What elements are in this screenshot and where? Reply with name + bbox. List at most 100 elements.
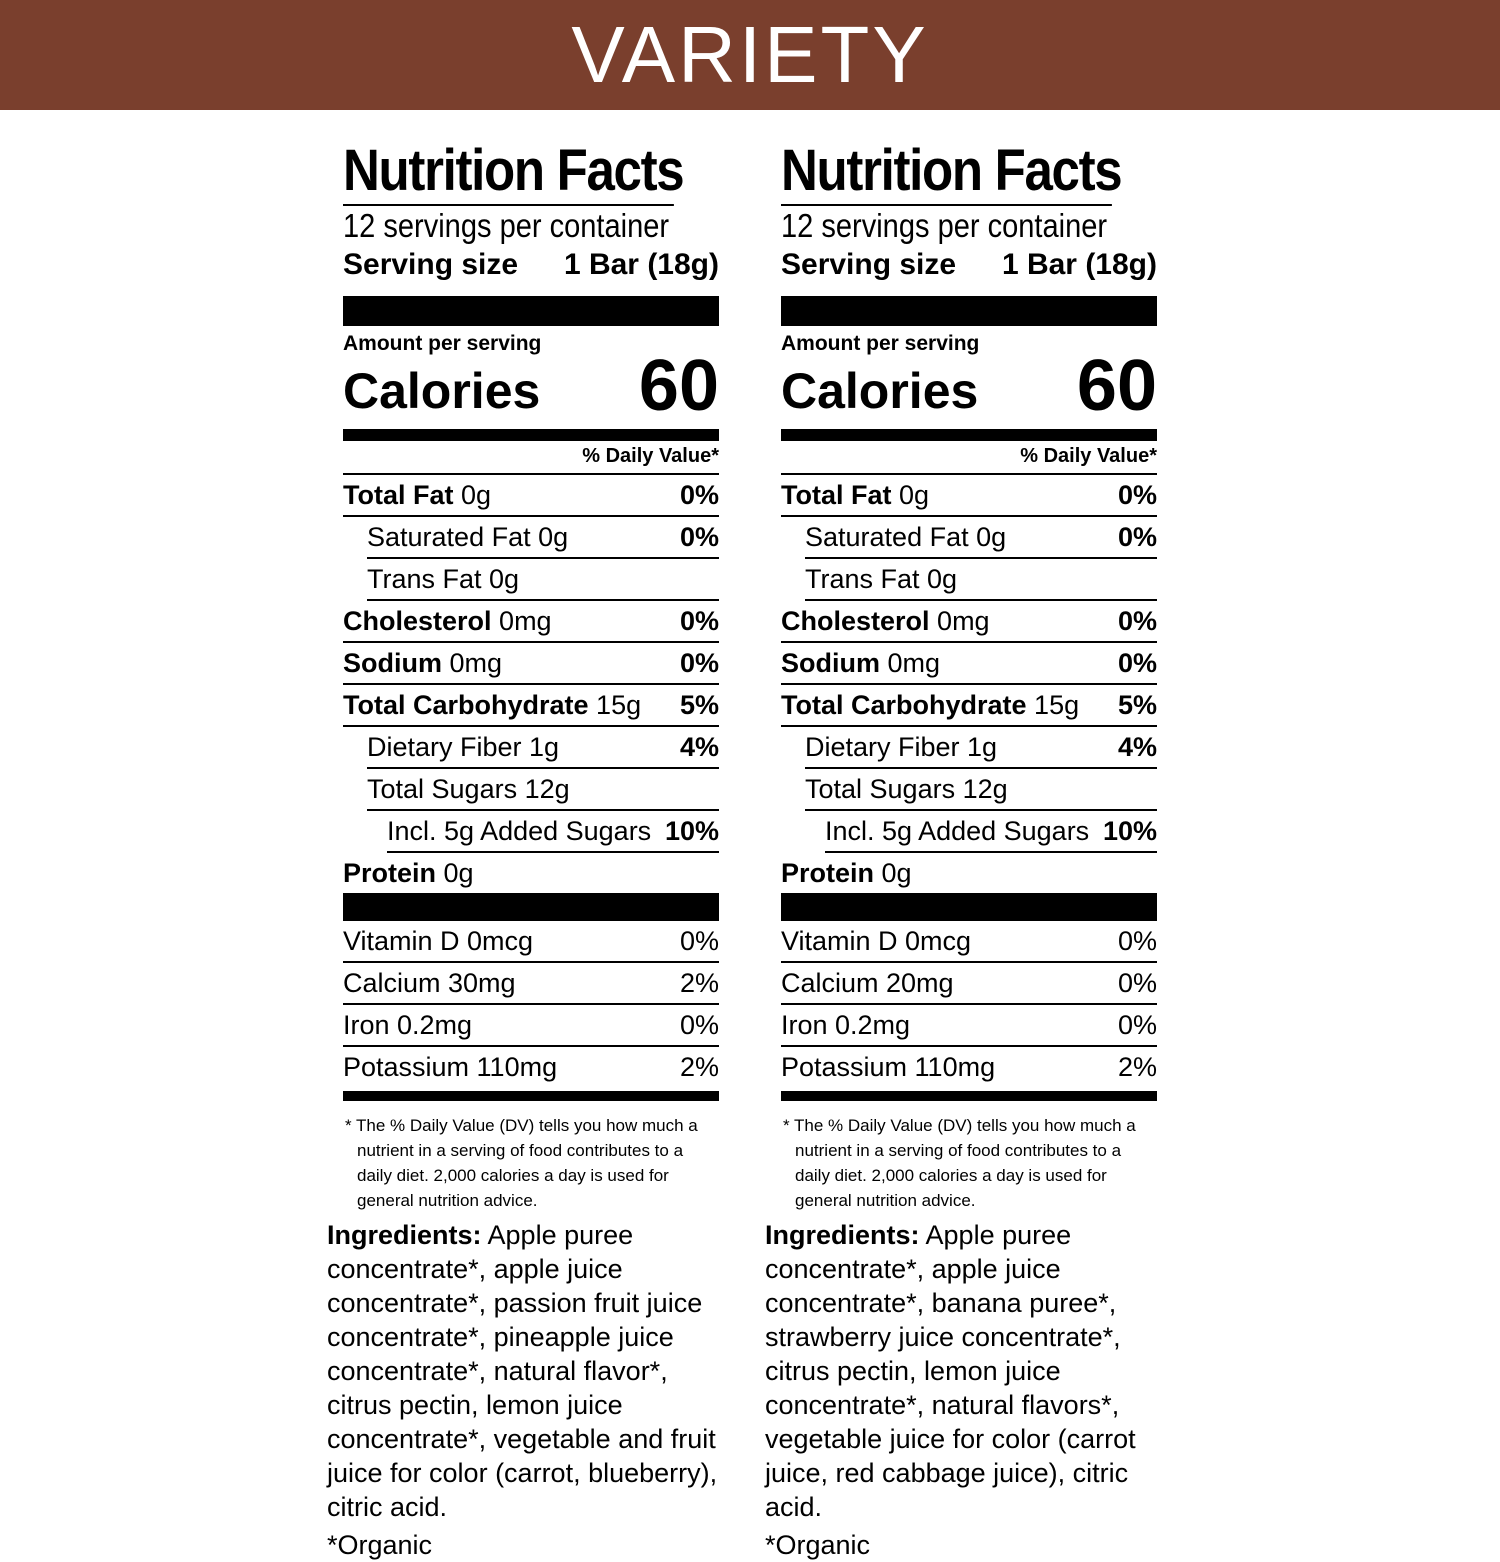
calories-label: Calories (343, 363, 541, 419)
nutrient-name: Protein (781, 857, 875, 888)
amount-per-serving-label: Amount per serving (781, 332, 980, 355)
vitamin-dv: 2% (1117, 1051, 1157, 1082)
nutrient-amount: 0g (899, 479, 930, 510)
vitamin-row: Potassium 110mg 2% (343, 1047, 719, 1087)
calories-label: Calories (781, 363, 979, 419)
nutrient-name: Sodium (781, 647, 880, 678)
vitamin-dv: 2% (679, 1051, 719, 1082)
nutrient-dv: 4% (679, 731, 719, 762)
nutrient-name: Total Sugars 12g (805, 773, 1008, 804)
nutrient-name: Incl. 5g Added Sugars (825, 815, 1090, 846)
nutrient-row-total-fat: Total Fat 0g 0% (343, 475, 719, 517)
ingredients-text: Apple puree concentrate*, apple juice co… (327, 1220, 718, 1522)
nutrient-amount: 0g (443, 857, 474, 888)
nutrient-row-dietary-fiber: Dietary Fiber 1g 4% (805, 727, 1157, 769)
vitamin-row: Calcium 30mg 2% (343, 963, 719, 1005)
ingredients-text: Apple puree concentrate*, apple juice co… (765, 1220, 1136, 1522)
servings-per-container: 12 servings per container (781, 207, 1108, 244)
vitamin-name: Vitamin D 0mcg (781, 925, 972, 956)
nutrient-name: Total Sugars 12g (367, 773, 570, 804)
nutrient-row-added-sugars: Incl. 5g Added Sugars 10% (387, 811, 719, 853)
nutrient-name: Cholesterol (781, 605, 930, 636)
vitamin-name: Calcium 30mg (343, 967, 516, 998)
daily-value-header: % Daily Value* (781, 441, 1157, 475)
nutrient-dv: 0% (679, 521, 719, 552)
nutrient-name: Cholesterol (343, 605, 492, 636)
nutrient-row-dietary-fiber: Dietary Fiber 1g 4% (367, 727, 719, 769)
serving-size-label: Serving size (781, 248, 957, 281)
vitamin-name: Potassium 110mg (781, 1051, 996, 1082)
medium-divider (781, 429, 1157, 441)
vitamin-name: Vitamin D 0mcg (343, 925, 534, 956)
nutrient-dv: 5% (679, 689, 719, 720)
nutrient-name: Protein (343, 857, 437, 888)
vitamin-dv: 2% (679, 967, 719, 998)
thick-divider (343, 296, 719, 326)
vitamin-dv: 0% (679, 1009, 719, 1040)
nutrient-row-total-carbohydrate: Total Carbohydrate 15g 5% (343, 685, 719, 727)
organic-note: *Organic (327, 1530, 433, 1560)
nutrient-row-saturated-fat: Saturated Fat 0g 0% (367, 517, 719, 559)
nutrient-name: Total Carbohydrate (343, 689, 589, 720)
calories-value: 60 (1076, 346, 1157, 426)
nutrient-dv: 0% (679, 479, 719, 510)
medium-divider (343, 1091, 719, 1101)
nutrient-name: Incl. 5g Added Sugars (387, 815, 652, 846)
vitamin-name: Iron 0.2mg (781, 1009, 911, 1040)
nutrient-dv: 0% (1117, 647, 1157, 678)
nutrient-dv: 4% (1117, 731, 1157, 762)
nutrient-name: Dietary Fiber 1g (805, 731, 998, 762)
banner-title: VARIETY (571, 10, 929, 99)
nutrient-row-protein: Protein 0g (343, 853, 719, 893)
nutrient-row-added-sugars: Incl. 5g Added Sugars 10% (825, 811, 1157, 853)
nutrient-dv: 0% (1117, 521, 1157, 552)
daily-value-footnote: * The % Daily Value (DV) tells you how m… (783, 1116, 1136, 1210)
nutrient-name: Total Carbohydrate (781, 689, 1027, 720)
vitamin-row: Vitamin D 0mcg 0% (343, 921, 719, 963)
vitamin-row: Potassium 110mg 2% (781, 1047, 1157, 1087)
nutrient-dv: 10% (1102, 815, 1157, 846)
serving-size-value: 1 Bar (18g) (1001, 248, 1157, 281)
organic-note: *Organic (765, 1530, 871, 1560)
nutrient-name: Total Fat (343, 479, 454, 510)
vitamin-name: Potassium 110mg (343, 1051, 558, 1082)
variety-banner: VARIETY (0, 0, 1500, 110)
medium-divider (781, 1091, 1157, 1101)
nutrient-amount: 0mg (937, 605, 990, 636)
thick-divider (781, 893, 1157, 921)
nutrient-amount: 0mg (499, 605, 552, 636)
daily-value-footnote: * The % Daily Value (DV) tells you how m… (345, 1116, 698, 1210)
nutrient-name: Saturated Fat 0g (367, 521, 569, 552)
nutrition-facts-title: Nutrition Facts (343, 140, 685, 206)
calories-row: Calories 60 (343, 350, 719, 422)
nutrient-dv: 0% (1117, 479, 1157, 510)
daily-value-header: % Daily Value* (343, 441, 719, 475)
nutrient-name: Trans Fat 0g (367, 563, 520, 594)
ingredients-label: Ingredients: (327, 1220, 482, 1250)
nutrient-dv: 0% (1117, 605, 1157, 636)
nutrient-row-cholesterol: Cholesterol 0mg 0% (343, 601, 719, 643)
nutrient-name: Saturated Fat 0g (805, 521, 1007, 552)
nutrient-row-total-sugars: Total Sugars 12g (805, 769, 1157, 811)
nutrient-row-sodium: Sodium 0mg 0% (343, 643, 719, 685)
vitamin-row: Calcium 20mg 0% (781, 963, 1157, 1005)
serving-size-row: Serving size 1 Bar (18g) (343, 246, 719, 286)
nutrient-name: Trans Fat 0g (805, 563, 958, 594)
nutrient-row-sodium: Sodium 0mg 0% (781, 643, 1157, 685)
nutrient-amount: 15g (596, 689, 642, 720)
nutrient-row-total-carbohydrate: Total Carbohydrate 15g 5% (781, 685, 1157, 727)
vitamin-dv: 0% (1117, 967, 1157, 998)
nutrition-panel-right: Nutrition Facts 12 servings per containe… (781, 140, 1157, 1213)
nutrient-name: Total Fat (781, 479, 892, 510)
ingredients-paragraph: Ingredients: Apple puree concentrate*, a… (327, 1218, 737, 1524)
nutrient-dv: 10% (664, 815, 719, 846)
nutrient-row-trans-fat: Trans Fat 0g (805, 559, 1157, 601)
amount-per-serving-label: Amount per serving (343, 332, 542, 355)
nutrient-row-saturated-fat: Saturated Fat 0g 0% (805, 517, 1157, 559)
nutrient-amount: 0mg (887, 647, 941, 678)
ingredients-paragraph: Ingredients: Apple puree concentrate*, a… (765, 1218, 1175, 1524)
calories-value: 60 (638, 346, 719, 426)
calories-row: Calories 60 (781, 350, 1157, 422)
nutrient-dv: 0% (679, 605, 719, 636)
nutrient-dv: 0% (679, 647, 719, 678)
